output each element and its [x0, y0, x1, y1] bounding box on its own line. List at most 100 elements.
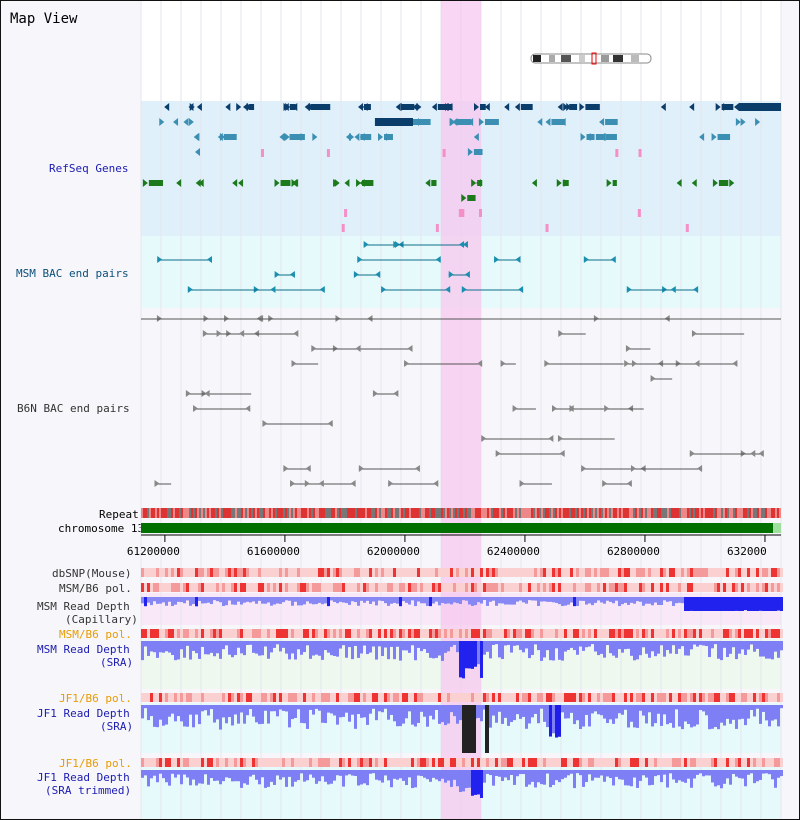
- gene-arrow: [664, 315, 670, 322]
- read-depth-bar: [363, 641, 366, 646]
- read-depth-bar: [165, 641, 168, 652]
- read-depth-bar: [195, 641, 198, 654]
- read-depth-bar: [711, 770, 714, 783]
- gene-arrow: [477, 360, 483, 367]
- pol-heat-cell: [279, 629, 282, 638]
- gene-pink-mark: [615, 149, 619, 157]
- read-depth-bar: [258, 770, 261, 785]
- read-depth-bar: [417, 770, 420, 776]
- gene-arrow: [514, 103, 520, 111]
- read-depth-bar: [441, 705, 444, 723]
- read-depth-bar: [453, 597, 456, 603]
- pol-heat-cell: [519, 568, 522, 577]
- pol-heat-cell: [294, 629, 297, 638]
- pol-heat-cell: [342, 568, 345, 577]
- read-depth-bar: [318, 597, 321, 603]
- pol-heat-cell: [216, 629, 219, 638]
- pol-heat-cell: [618, 583, 621, 592]
- read-depth-bar: [762, 705, 765, 712]
- read-depth-bar: [159, 770, 162, 774]
- read-depth-bar: [663, 705, 666, 715]
- read-depth-bar: [450, 597, 453, 605]
- repeat-segment: [615, 508, 617, 518]
- pol-heat-cell: [171, 629, 174, 638]
- read-depth-bar: [255, 597, 258, 604]
- pol-heat-cell: [363, 693, 366, 702]
- read-depth-bar: [738, 641, 741, 654]
- pol-heat-cell: [438, 693, 441, 702]
- pol-heat-cell: [216, 693, 219, 702]
- pol-heat-cell: [528, 568, 531, 577]
- pol-heat-cell: [639, 693, 642, 702]
- pol-heat-cell: [696, 629, 699, 638]
- gene-arrow: [274, 179, 280, 187]
- pol-heat-cell: [306, 568, 309, 577]
- pol-heat-cell: [150, 758, 153, 767]
- read-depth-bar: [300, 770, 303, 774]
- pol-heat-cell: [147, 693, 150, 702]
- pol-heat-cell: [669, 629, 672, 638]
- repeat-segment: [251, 508, 253, 518]
- pol-heat-cell: [387, 693, 390, 702]
- pol-heat-cell: [531, 758, 534, 767]
- read-depth-bar: [471, 597, 474, 606]
- repeat-segment: [755, 508, 757, 518]
- pol-heat-cell: [663, 758, 666, 767]
- pol-heat-cell: [741, 583, 744, 592]
- repeat-segment: [433, 508, 435, 518]
- pol-heat-cell: [672, 693, 675, 702]
- repeat-segment: [399, 508, 401, 518]
- pol-heat-cell: [144, 629, 147, 638]
- repeat-segment: [385, 508, 387, 518]
- pol-heat-cell: [567, 758, 570, 767]
- pol-heat-cell: [216, 758, 219, 767]
- gene-arrow: [225, 103, 231, 111]
- pol-heat-cell: [540, 758, 543, 767]
- pol-heat-cell: [207, 583, 210, 592]
- pol-heat-cell: [570, 758, 573, 767]
- pol-heat-cell: [618, 758, 621, 767]
- read-depth-bar: [408, 705, 411, 712]
- gene-arrow: [461, 194, 467, 202]
- read-depth-bar: [624, 641, 627, 650]
- repeat-segment: [731, 508, 733, 518]
- pol-heat-cell: [510, 583, 513, 592]
- repeat-segment: [591, 508, 593, 518]
- pol-heat-cell: [273, 568, 276, 577]
- pol-heat-cell: [618, 693, 621, 702]
- pol-heat-cell: [606, 693, 609, 702]
- read-depth-bar: [387, 705, 390, 720]
- repeat-segment: [243, 508, 245, 518]
- repeat-segment: [469, 508, 471, 518]
- pol-heat-cell: [546, 583, 549, 592]
- pol-heat-cell: [228, 629, 231, 638]
- repeat-segment: [497, 508, 499, 518]
- read-depth-bar: [594, 705, 597, 712]
- pol-heat-cell: [534, 629, 537, 638]
- pol-heat-cell: [258, 693, 261, 702]
- repeat-segment: [737, 508, 739, 518]
- gene-arrow: [750, 450, 756, 457]
- pol-heat-cell: [696, 758, 699, 767]
- pol-heat-cell: [483, 693, 486, 702]
- pol-heat-cell: [558, 629, 561, 638]
- read-depth-bar: [303, 641, 306, 653]
- gene-arrow: [284, 133, 290, 141]
- gene-arrow: [232, 179, 238, 187]
- pol-heat-cell: [438, 583, 441, 592]
- pol-heat-cell: [552, 693, 555, 702]
- pol-heat-cell: [156, 758, 159, 767]
- gene-arrow: [467, 148, 473, 156]
- repeat-segment: [595, 508, 597, 518]
- pol-heat-cell: [753, 629, 756, 638]
- pol-heat-cell: [363, 583, 366, 592]
- read-depth-bar: [282, 770, 285, 778]
- gene-arrow: [694, 360, 700, 367]
- read-depth-bar: [450, 705, 453, 713]
- read-depth-bar: [309, 770, 312, 775]
- pol-heat-cell: [678, 568, 681, 577]
- repeat-segment: [405, 508, 407, 518]
- repeat-segment: [719, 508, 721, 518]
- repeat-segment: [203, 508, 205, 518]
- pol-heat-cell: [381, 629, 384, 638]
